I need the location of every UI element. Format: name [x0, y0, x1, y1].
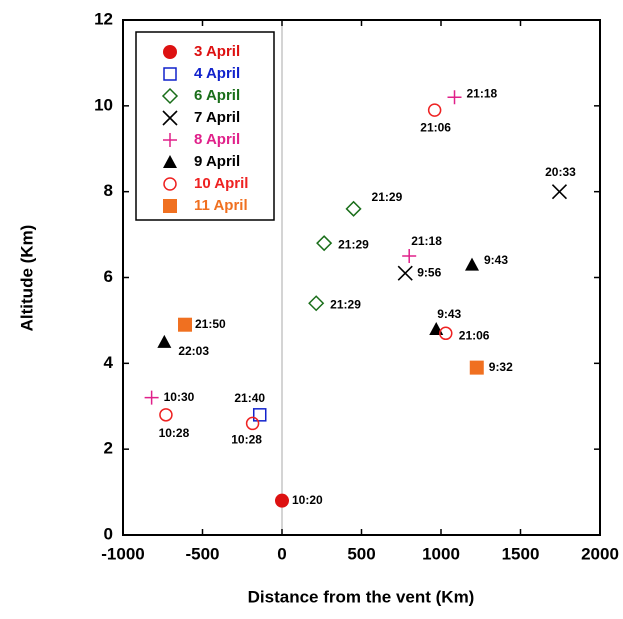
point: [178, 317, 193, 332]
point: [316, 235, 333, 252]
point-label: 10:20: [292, 493, 323, 507]
point: [163, 199, 177, 213]
marker-part: [163, 133, 177, 147]
marker-part: [159, 408, 173, 422]
marker-part: [427, 103, 442, 117]
y-tick-label: 2: [104, 439, 113, 458]
marker-part: [252, 408, 267, 422]
point-label: 21:18: [467, 86, 498, 100]
point: [402, 249, 417, 264]
point: [275, 493, 289, 508]
point: [551, 184, 568, 200]
x-tick-label: 500: [347, 544, 375, 563]
y-axis-title: Altitude (Km): [17, 225, 36, 332]
x-tick-label: 1500: [502, 544, 540, 563]
point-label: 21:06: [420, 120, 451, 134]
point: [465, 257, 480, 271]
x-tick-label: -1000: [101, 544, 144, 563]
x-tick-label: 2000: [581, 544, 619, 563]
point-label: 20:33: [545, 165, 576, 179]
x-tick-label: 0: [277, 544, 286, 563]
marker-part: [465, 257, 480, 271]
marker-part: [447, 90, 462, 105]
point-label: 9:56: [417, 265, 441, 279]
marker-part: [439, 326, 453, 341]
legend-label: 10 April: [194, 175, 248, 192]
legend-label: 6 April: [194, 87, 240, 104]
point-label: 21:18: [411, 234, 442, 248]
point: [447, 90, 462, 105]
marker-part: [163, 177, 177, 191]
marker-part: [245, 416, 260, 431]
x-tick-label: 1000: [422, 544, 460, 563]
marker-part: [316, 235, 333, 252]
marker-part: [275, 493, 289, 508]
point: [163, 177, 177, 191]
point-label: 9:32: [489, 360, 513, 374]
point: [397, 265, 413, 281]
point-label: 10:28: [159, 426, 190, 440]
point: [439, 326, 453, 341]
x-axis-title: Distance from the vent (Km): [248, 587, 475, 606]
point: [308, 295, 325, 312]
marker-part: [345, 200, 362, 217]
point: [427, 103, 442, 117]
marker-part: [308, 295, 325, 312]
y-tick-label: 6: [104, 267, 113, 286]
legend-label: 9 April: [194, 153, 240, 170]
point-label: 21:40: [234, 391, 265, 405]
point-label: 21:29: [372, 190, 403, 204]
point-label: 10:28: [231, 433, 262, 447]
point: [163, 67, 177, 81]
marker-part: [163, 67, 177, 81]
marker-part: [144, 390, 159, 405]
legend-label: 7 April: [194, 109, 240, 126]
marker-part: [551, 184, 568, 200]
marker-part: [178, 317, 193, 332]
point-label: 10:30: [164, 390, 195, 404]
marker-part: [402, 249, 417, 264]
marker-part: [157, 334, 172, 348]
point: [161, 87, 179, 105]
marker-part: [163, 45, 177, 59]
point-label: 21:50: [195, 317, 226, 331]
point: [163, 45, 177, 59]
x-tick-label: -500: [185, 544, 219, 563]
y-tick-label: 4: [104, 353, 114, 372]
marker-part: [163, 155, 177, 168]
y-tick-label: 8: [104, 181, 113, 200]
point-label: 9:43: [437, 307, 461, 321]
marker-part: [161, 87, 179, 105]
y-tick-label: 10: [94, 95, 113, 114]
legend-label: 11 April: [194, 197, 248, 214]
point-label: 21:06: [459, 328, 490, 342]
marker-part: [163, 199, 177, 213]
point-label: 22:03: [178, 344, 209, 358]
point-label: 21:29: [338, 237, 369, 251]
marker-part: [162, 110, 178, 126]
point: [159, 408, 173, 422]
legend-box: [135, 31, 275, 221]
point: [162, 110, 178, 126]
point-label: 21:29: [330, 297, 361, 311]
point-label: 9:43: [484, 253, 508, 267]
point: [252, 408, 267, 422]
y-tick-label: 12: [94, 9, 113, 28]
legend-label: 3 April: [194, 43, 240, 60]
point: [469, 360, 484, 375]
point: [157, 334, 172, 348]
marker-part: [469, 360, 484, 375]
point: [163, 155, 177, 168]
legend-label: 8 April: [194, 131, 240, 148]
marker-part: [397, 265, 413, 281]
y-tick-label: 0: [104, 524, 113, 543]
point: [163, 133, 177, 147]
point: [245, 416, 260, 431]
point: [144, 390, 159, 405]
legend-label: 4 April: [194, 65, 240, 82]
point: [345, 200, 362, 217]
